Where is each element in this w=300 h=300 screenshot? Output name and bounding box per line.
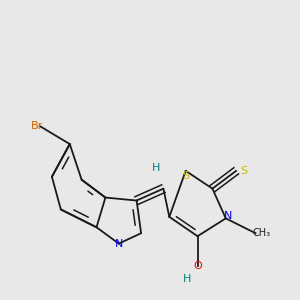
Text: CH₃: CH₃ (252, 228, 271, 238)
Text: H: H (152, 163, 160, 173)
Text: S: S (240, 166, 247, 176)
Text: N: N (224, 211, 232, 221)
Text: S: S (182, 171, 189, 181)
Text: H: H (183, 274, 191, 284)
Text: N: N (115, 238, 123, 249)
Text: Br: Br (31, 121, 43, 131)
Text: O: O (193, 261, 202, 271)
